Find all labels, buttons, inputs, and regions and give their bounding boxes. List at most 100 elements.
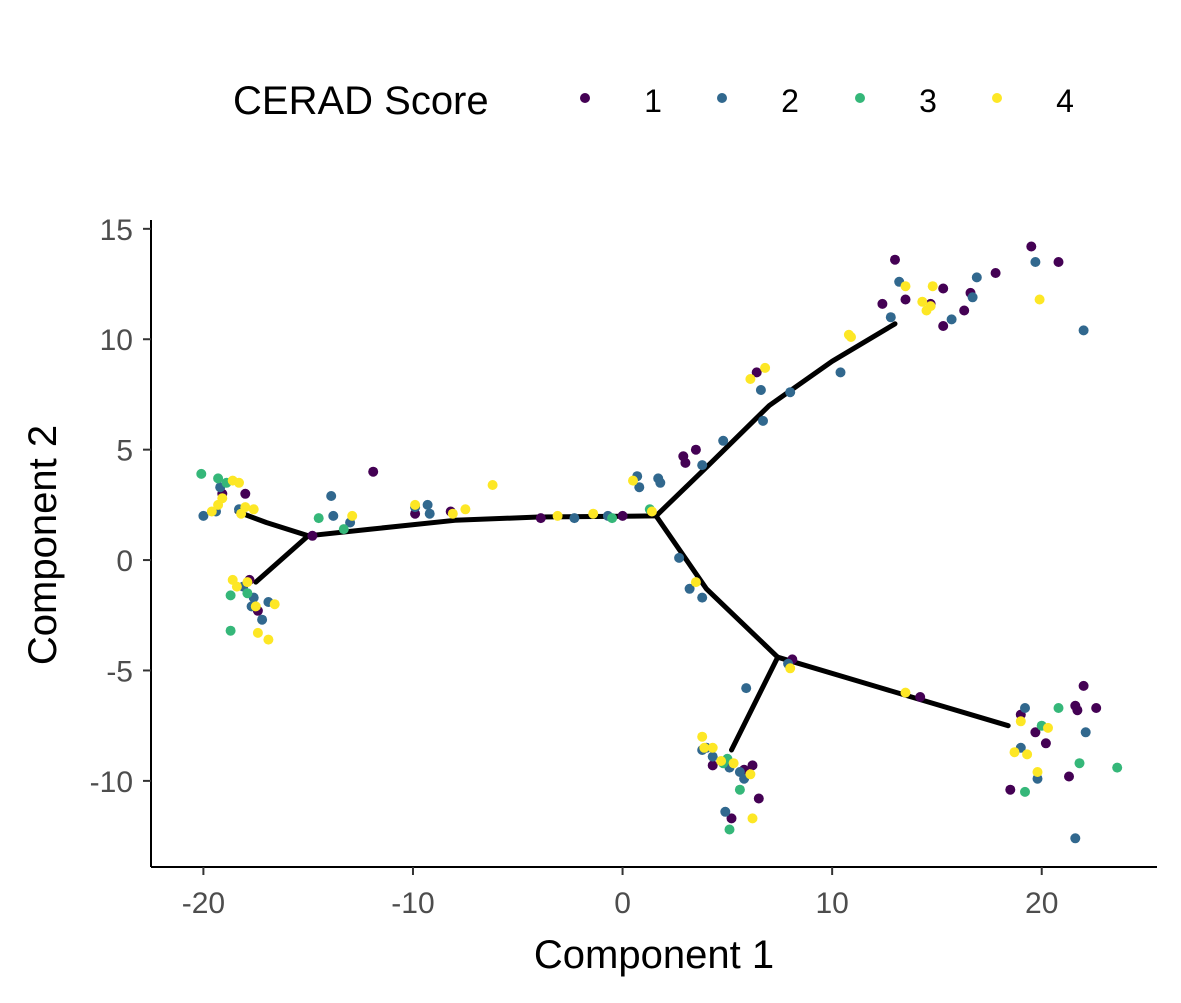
data-point: [206, 506, 217, 517]
y-tick-label: -10: [90, 766, 133, 799]
data-point: [628, 475, 638, 486]
data-point: [699, 742, 710, 753]
y-tick-label: -5: [106, 655, 133, 688]
data-point: [716, 756, 727, 766]
data-point: [1112, 762, 1123, 773]
series-2-points: [198, 257, 1091, 844]
y-tick-label: 0: [116, 545, 133, 578]
trajectory-branch: [253, 533, 311, 585]
data-point: [198, 510, 209, 521]
data-point: [1074, 758, 1085, 769]
data-point: [728, 758, 739, 769]
data-point: [487, 480, 498, 490]
data-point: [422, 499, 433, 510]
data-point: [697, 592, 708, 603]
series-4-points: [206, 281, 1053, 824]
data-point: [890, 254, 900, 265]
data-point: [680, 457, 691, 468]
data-point: [1030, 727, 1041, 738]
data-point: [196, 468, 207, 479]
data-point: [231, 581, 242, 592]
data-point: [760, 362, 771, 373]
data-point: [225, 625, 236, 636]
data-point: [720, 806, 731, 817]
data-point: [1040, 738, 1051, 749]
data-point: [741, 683, 752, 694]
y-axis-title: Component 2: [21, 425, 65, 665]
data-point: [1022, 749, 1033, 760]
trajectory-branch: [653, 321, 898, 519]
legend-title: CERAD Score: [233, 79, 489, 123]
legend-key-4: [992, 93, 1002, 103]
data-point: [307, 530, 318, 541]
data-point: [925, 301, 936, 312]
data-point: [447, 508, 458, 519]
data-point: [1015, 716, 1026, 727]
data-point: [460, 504, 471, 515]
data-point: [588, 508, 599, 519]
data-point: [240, 502, 251, 513]
data-point: [917, 296, 928, 307]
data-point: [1026, 241, 1037, 252]
data-point: [697, 731, 708, 742]
data-point: [313, 513, 324, 524]
legend: CERAD Score 1 2 3 4: [233, 79, 1074, 123]
data-point: [1072, 705, 1083, 716]
legend-label-3: 3: [919, 83, 937, 119]
data-point: [617, 510, 628, 521]
legend-label-2: 2: [781, 83, 799, 119]
data-point: [697, 460, 708, 471]
data-point: [213, 473, 224, 484]
data-point: [900, 294, 911, 305]
data-point: [1032, 767, 1043, 777]
data-point: [707, 742, 718, 753]
data-point: [217, 493, 228, 504]
y-tick-label: 10: [100, 324, 133, 357]
data-point: [1043, 722, 1053, 733]
data-point: [785, 663, 796, 674]
data-point: [1020, 703, 1030, 713]
data-point: [248, 504, 259, 515]
data-point: [885, 312, 896, 323]
data-point: [674, 552, 685, 563]
data-point: [1053, 257, 1064, 267]
data-point: [724, 824, 735, 835]
x-tick-label: -20: [182, 887, 225, 920]
data-point: [1078, 680, 1089, 691]
data-point: [938, 283, 949, 294]
data-point: [877, 298, 888, 309]
data-point: [607, 513, 618, 524]
data-point: [1091, 703, 1102, 713]
data-point: [338, 524, 349, 535]
data-point: [257, 614, 268, 625]
data-point: [1053, 703, 1064, 713]
data-point: [718, 435, 729, 446]
trajectory-branch: [775, 654, 1011, 729]
data-point: [250, 601, 261, 612]
data-point: [690, 577, 701, 588]
data-point: [1009, 747, 1020, 758]
data-point: [1034, 294, 1045, 305]
data-point: [1030, 257, 1041, 267]
data-point: [967, 292, 978, 303]
data-point: [1064, 771, 1074, 782]
y-tick-label: 15: [100, 214, 133, 247]
data-point: [634, 482, 645, 493]
x-tick-label: 0: [614, 887, 631, 920]
axes: -20 -10 0 10 20 15 10 5 0 -5 -10: [90, 214, 1157, 920]
data-point: [835, 367, 846, 378]
legend-key-3: [855, 93, 865, 103]
series-3-points: [196, 468, 1123, 835]
legend-label-1: 1: [644, 83, 662, 119]
data-point: [368, 466, 379, 477]
data-point: [242, 577, 253, 588]
data-point: [990, 268, 1001, 278]
data-point: [1080, 727, 1091, 738]
data-point: [240, 488, 251, 499]
data-point: [535, 513, 546, 524]
data-point: [915, 692, 926, 702]
data-point: [785, 387, 796, 398]
data-point: [726, 813, 737, 824]
data-point: [745, 769, 756, 780]
